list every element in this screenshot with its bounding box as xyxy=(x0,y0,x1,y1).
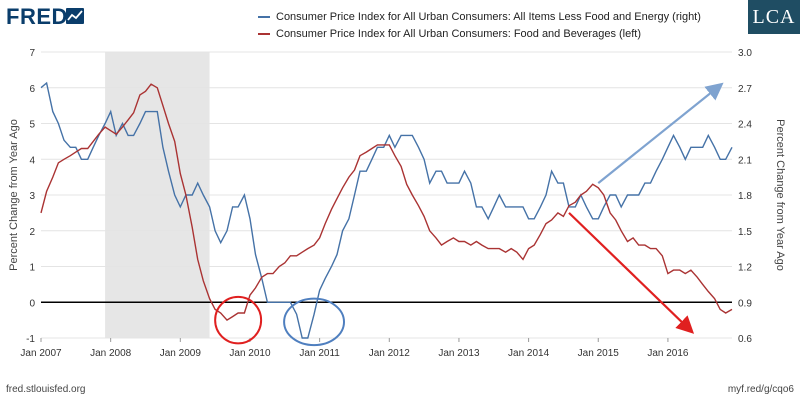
x-tick-label: Jan 2016 xyxy=(647,348,689,359)
y-tick-left-label: 6 xyxy=(29,84,35,95)
x-tick-label: Jan 2013 xyxy=(438,348,480,359)
y-tick-right-label: 1.8 xyxy=(738,191,752,202)
y-tick-left-label: 2 xyxy=(29,227,35,238)
y-tick-left-label: 1 xyxy=(29,263,35,274)
source-link[interactable]: fred.stlouisfed.org xyxy=(6,384,86,395)
x-tick-label: Jan 2009 xyxy=(160,348,202,359)
lca-logo: LCA xyxy=(748,0,800,34)
x-tick-label: Jan 2012 xyxy=(369,348,411,359)
annotation-arrow xyxy=(568,212,695,334)
y-tick-right-label: 0.6 xyxy=(738,334,752,345)
legend-label-food-cpi: Consumer Price Index for All Urban Consu… xyxy=(276,27,641,40)
y-tick-left-label: 5 xyxy=(29,120,35,131)
y-tick-left-label: -1 xyxy=(26,334,35,345)
x-tick-label: Jan 2014 xyxy=(508,348,550,359)
series-line-food-cpi xyxy=(40,83,733,322)
annotation-ellipse xyxy=(214,295,263,345)
x-tick-label: Jan 2015 xyxy=(578,348,620,359)
legend-swatch-blue xyxy=(258,15,270,18)
chart-legend: Consumer Price Index for All Urban Consu… xyxy=(258,8,701,42)
y-axis-label-left: Percent Change from Year Ago xyxy=(8,119,20,271)
y-tick-right-label: 2.7 xyxy=(738,84,752,95)
legend-item-food-cpi: Consumer Price Index for All Urban Consu… xyxy=(258,25,701,42)
y-tick-left-label: 4 xyxy=(29,155,35,166)
y-tick-right-label: 1.2 xyxy=(738,263,752,274)
annotation-ellipse xyxy=(283,297,346,347)
series-line-core-cpi xyxy=(40,81,733,339)
y-tick-left-label: 0 xyxy=(29,298,35,309)
short-url-link[interactable]: myf.red/g/cqo6 xyxy=(727,384,794,395)
chart-header: FRED Consumer Price Index for All Urban … xyxy=(0,0,800,42)
y-tick-left-label: 7 xyxy=(29,48,35,59)
legend-item-core-cpi: Consumer Price Index for All Urban Consu… xyxy=(258,8,701,25)
y-tick-right-label: 1.5 xyxy=(738,227,752,238)
legend-swatch-red xyxy=(258,32,270,35)
x-tick-label: Jan 2007 xyxy=(20,348,62,359)
fred-chart-icon xyxy=(66,8,84,24)
x-tick-label: Jan 2011 xyxy=(299,348,340,359)
legend-label-core-cpi: Consumer Price Index for All Urban Consu… xyxy=(276,10,701,23)
y-tick-left-label: 3 xyxy=(29,191,35,202)
y-axis-label-right: Percent Change from Year Ago xyxy=(774,119,786,271)
fred-logo[interactable]: FRED xyxy=(6,4,68,29)
x-tick-label: Jan 2008 xyxy=(90,348,132,359)
y-tick-right-label: 2.4 xyxy=(738,120,752,131)
annotation-arrow xyxy=(597,82,724,184)
x-tick-label: Jan 2010 xyxy=(229,348,271,359)
y-tick-right-label: 2.1 xyxy=(738,155,752,166)
y-tick-right-label: 0.9 xyxy=(738,298,752,309)
y-tick-right-label: 3.0 xyxy=(738,48,752,59)
